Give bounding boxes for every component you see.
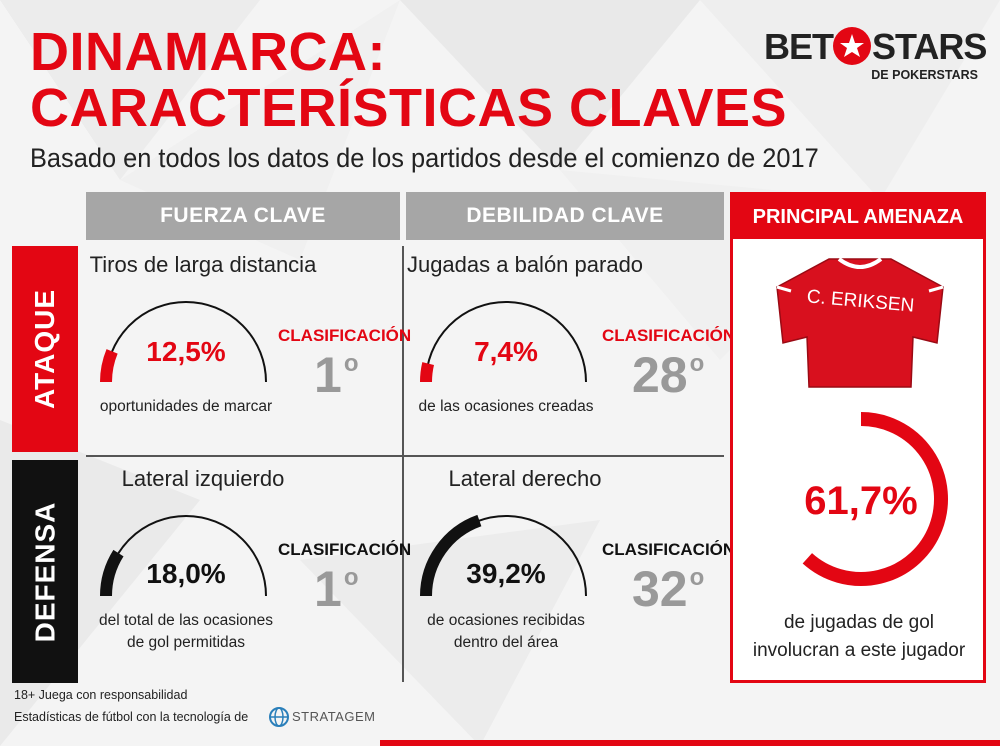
row-label-attack: ATAQUE bbox=[12, 246, 78, 452]
threat-panel: PRINCIPAL AMENAZA C. ERIKSEN 61,7% de ju… bbox=[730, 192, 986, 683]
gauge-attack-weakness bbox=[420, 301, 587, 383]
value-description: de las ocasiones creadas bbox=[418, 398, 594, 415]
globe-icon bbox=[269, 707, 289, 727]
value-description: oportunidades de marcar bbox=[99, 398, 273, 415]
value-percent: 12,5% bbox=[146, 336, 226, 367]
title-line-2: CARACTERÍSTICAS CLAVES bbox=[30, 78, 788, 138]
page-subtitle: Basado en todos los datos de los partido… bbox=[30, 143, 819, 173]
gauge-attack-strength bbox=[100, 301, 267, 383]
logo-bet-text: BET bbox=[764, 26, 834, 67]
gauge-defense-strength bbox=[100, 515, 267, 597]
responsible-gaming-note: 18+ Juega con responsabilidad bbox=[14, 688, 188, 702]
gauge-defense-weakness bbox=[420, 514, 587, 597]
value-description: de ocasiones recibidas dentro del área bbox=[427, 612, 585, 651]
rank-label: CLASIFICACIÓN bbox=[278, 540, 412, 559]
jersey-icon: C. ERIKSEN bbox=[776, 257, 944, 388]
title-line-1: DINAMARCA: bbox=[30, 22, 386, 82]
threat-value: 61,7% bbox=[804, 479, 918, 523]
logo-subtitle: DE POKERSTARS bbox=[871, 68, 978, 82]
rank-label: CLASIFICACIÓN bbox=[602, 326, 736, 345]
column-header-weakness: DEBILIDAD CLAVE bbox=[406, 192, 724, 240]
horizontal-divider bbox=[86, 455, 724, 457]
value-percent: 18,0% bbox=[146, 558, 226, 589]
cell-title: Jugadas a balón parado bbox=[406, 252, 644, 277]
vertical-divider bbox=[402, 246, 404, 682]
column-header-strength: FUERZA CLAVE bbox=[86, 192, 400, 240]
threat-description: de jugadas de gol involucran a este juga… bbox=[752, 612, 966, 661]
column-header-threat: PRINCIPAL AMENAZA bbox=[733, 195, 983, 239]
stratagem-logo: STRATAGEM bbox=[268, 706, 378, 728]
cell-defense-weakness: Lateral derecho 39,2% de ocasiones recib… bbox=[406, 460, 735, 682]
rank-value: 1o bbox=[314, 347, 359, 403]
page-title: DINAMARCA: CARACTERÍSTICAS CLAVES bbox=[30, 24, 787, 136]
value-percent: 7,4% bbox=[474, 336, 538, 367]
rank-label: CLASIFICACIÓN bbox=[278, 326, 412, 345]
rank-value: 32o bbox=[632, 561, 705, 617]
value-description: del total de las ocasiones de gol permit… bbox=[98, 612, 274, 651]
stats-credit: Estadísticas de fútbol con la tecnología… bbox=[14, 710, 249, 724]
value-percent: 39,2% bbox=[466, 558, 546, 589]
rank-value: 1o bbox=[314, 561, 359, 617]
row-label-defense: DEFENSA bbox=[12, 460, 78, 683]
cell-title: Lateral izquierdo bbox=[121, 466, 285, 491]
cell-attack-weakness: Jugadas a balón parado 7,4% de las ocasi… bbox=[406, 246, 735, 454]
star-ball-icon bbox=[833, 27, 871, 65]
cell-title: Lateral derecho bbox=[448, 466, 602, 491]
cell-attack-strength: Tiros de larga distancia 12,5% oportunid… bbox=[86, 246, 412, 454]
rank-label: CLASIFICACIÓN bbox=[602, 540, 736, 559]
footer-accent-bar bbox=[380, 740, 1000, 746]
cell-defense-strength: Lateral izquierdo 18,0% del total de las… bbox=[86, 460, 411, 682]
logo-stars-text: STARS bbox=[872, 26, 987, 67]
betstars-logo: BET STARS DE POKERSTARS bbox=[764, 26, 987, 86]
cell-title: Tiros de larga distancia bbox=[89, 252, 317, 277]
rank-value: 28o bbox=[632, 347, 705, 403]
threat-ring bbox=[802, 412, 948, 586]
